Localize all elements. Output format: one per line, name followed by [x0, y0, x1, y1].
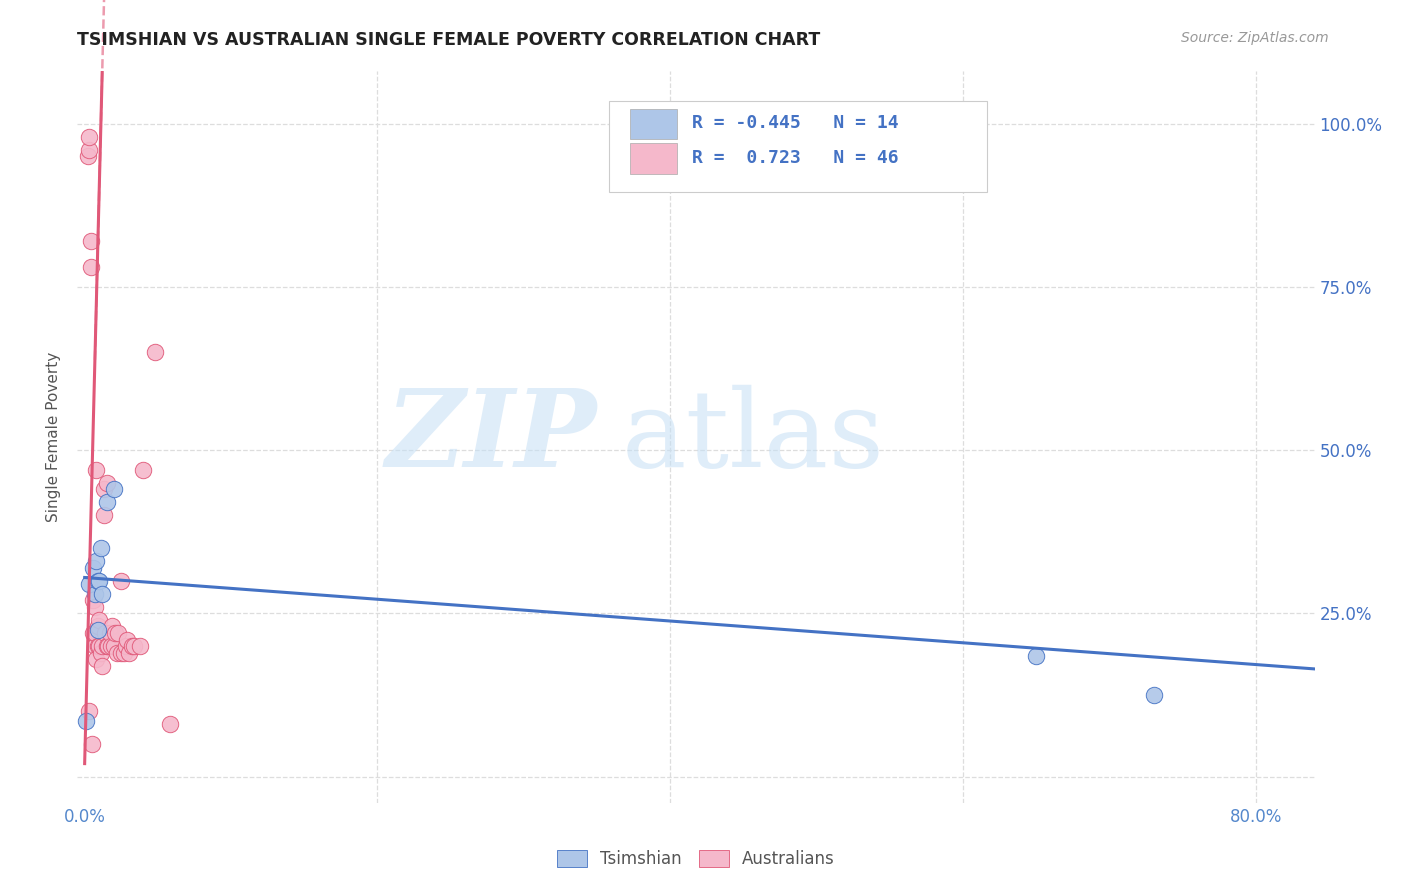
Point: [77, 577, 100, 591]
Point: [124, 639, 146, 653]
Point: [90, 646, 112, 660]
Point: [107, 626, 129, 640]
Point: [90, 541, 112, 555]
Point: [77, 705, 100, 719]
Point: [159, 717, 181, 731]
Point: [82, 593, 104, 607]
Point: [83, 639, 105, 653]
Point: [110, 574, 132, 588]
Text: TSIMSHIAN VS AUSTRALIAN SINGLE FEMALE POVERTY CORRELATION CHART: TSIMSHIAN VS AUSTRALIAN SINGLE FEMALE PO…: [77, 31, 821, 49]
Point: [79, 260, 101, 275]
Point: [83, 599, 105, 614]
Point: [98, 626, 121, 640]
Point: [89, 613, 111, 627]
Point: [103, 483, 125, 497]
Text: ZIP: ZIP: [385, 384, 598, 490]
Point: [91, 658, 114, 673]
Point: [77, 143, 100, 157]
Text: R =  0.723   N = 46: R = 0.723 N = 46: [692, 149, 898, 167]
Point: [96, 639, 118, 653]
Legend: Tsimshian, Australians: Tsimshian, Australians: [551, 844, 841, 875]
Point: [100, 639, 122, 653]
Point: [114, 639, 136, 653]
Point: [87, 639, 110, 653]
Point: [80, 737, 103, 751]
Text: R = -0.445   N = 14: R = -0.445 N = 14: [692, 114, 898, 132]
Point: [143, 345, 166, 359]
Point: [115, 632, 138, 647]
Point: [93, 508, 115, 523]
Y-axis label: Single Female Poverty: Single Female Poverty: [46, 352, 62, 522]
Point: [117, 646, 139, 660]
Point: [76, 149, 98, 163]
Point: [94, 626, 117, 640]
Text: atlas: atlas: [621, 384, 884, 490]
FancyBboxPatch shape: [630, 109, 678, 139]
Point: [103, 639, 125, 653]
Point: [105, 646, 128, 660]
Point: [75, 714, 97, 728]
Point: [97, 639, 120, 653]
Point: [89, 639, 111, 653]
Point: [87, 623, 110, 637]
Point: [96, 495, 118, 509]
Point: [110, 646, 132, 660]
Point: [104, 626, 127, 640]
Point: [83, 587, 105, 601]
Point: [86, 554, 108, 568]
Point: [87, 574, 110, 588]
Point: [87, 619, 110, 633]
Point: [91, 639, 114, 653]
Point: [86, 652, 108, 666]
Point: [96, 475, 118, 490]
Point: [93, 483, 115, 497]
Point: [101, 619, 124, 633]
Point: [86, 463, 108, 477]
Point: [129, 639, 152, 653]
Point: [82, 560, 104, 574]
Point: [83, 626, 105, 640]
FancyBboxPatch shape: [609, 101, 987, 192]
Point: [112, 646, 135, 660]
Point: [1025, 648, 1047, 663]
Point: [82, 626, 104, 640]
Point: [91, 587, 114, 601]
Point: [121, 639, 143, 653]
FancyBboxPatch shape: [630, 143, 678, 174]
Point: [77, 129, 100, 144]
Point: [79, 234, 101, 248]
Point: [132, 463, 155, 477]
Text: Source: ZipAtlas.com: Source: ZipAtlas.com: [1181, 31, 1329, 45]
Point: [89, 574, 111, 588]
Point: [1142, 688, 1164, 702]
